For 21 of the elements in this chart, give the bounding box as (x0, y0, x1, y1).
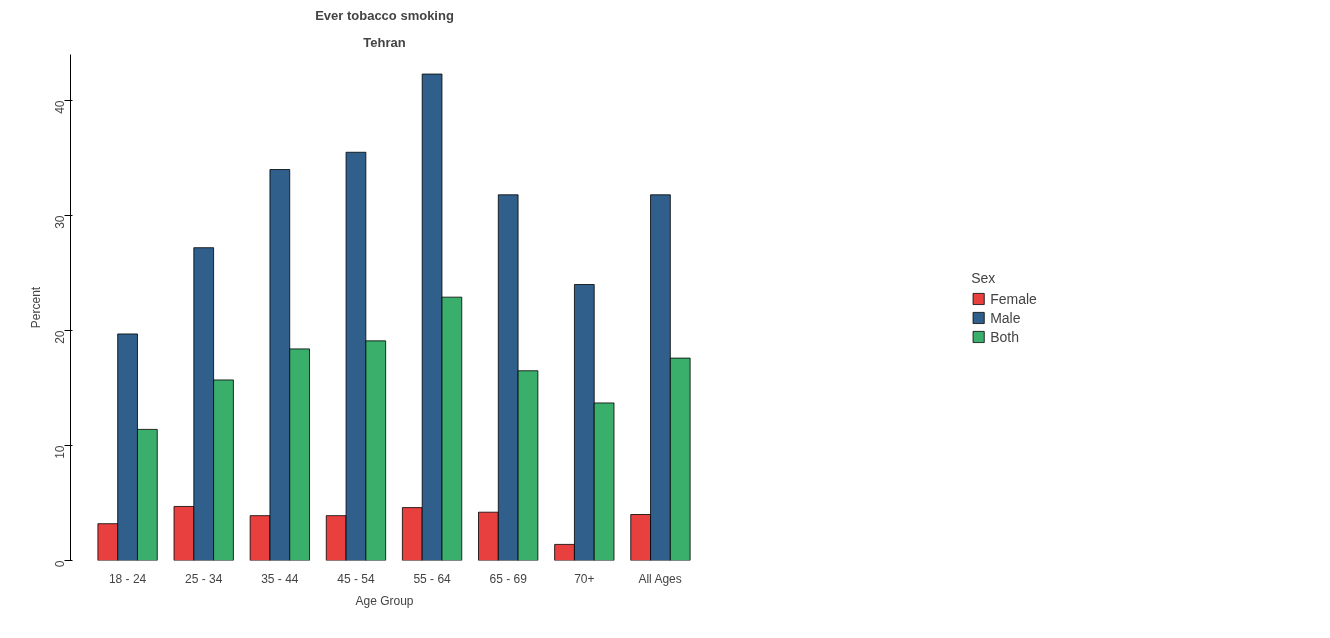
y-tick-label: 20 (53, 330, 67, 344)
y-tick-label: 30 (53, 215, 67, 229)
x-axis-title: Age Group (355, 593, 414, 608)
y-tick-label: 40 (53, 100, 67, 114)
chart-subtitle: Tehran (363, 34, 406, 50)
legend-label: Male (990, 309, 1021, 326)
x-tick-label: 45 - 54 (337, 571, 375, 586)
chart-title: Ever tobacco smoking (315, 7, 454, 23)
x-tick-label: All Ages (638, 571, 682, 586)
x-tick-label: 65 - 69 (489, 571, 528, 586)
legend-title: Sex (971, 269, 997, 286)
x-tick-label: 70+ (574, 571, 595, 586)
y-tick-label: 10 (53, 445, 67, 459)
x-tick-label: 25 - 34 (185, 571, 223, 586)
y-axis-title: Percent (28, 286, 43, 329)
x-tick-label: 18 - 24 (108, 571, 147, 586)
legend-label: Both (990, 328, 1019, 345)
x-tick-label: 55 - 64 (413, 571, 452, 586)
x-tick-label: 35 - 44 (261, 571, 299, 586)
y-tick-label: 0 (53, 560, 67, 568)
legend-label: Female (990, 290, 1037, 307)
